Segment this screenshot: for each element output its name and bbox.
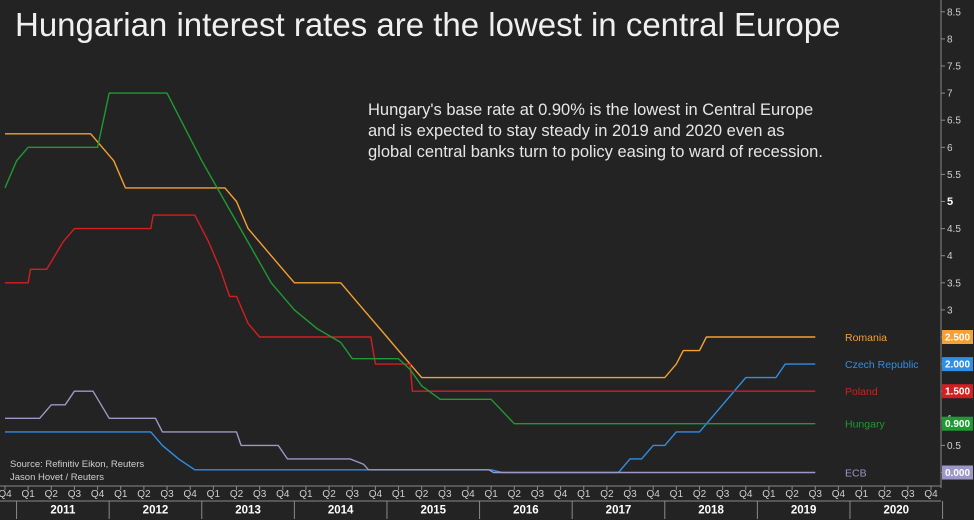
last-value-label: 2.000	[945, 360, 970, 371]
x-tick-label: Q2	[785, 489, 799, 500]
x-tick-label: Q4	[554, 489, 568, 500]
year-label: 2013	[235, 505, 261, 517]
x-tick-label: Q4	[647, 489, 661, 500]
x-tick-label: Q2	[322, 489, 336, 500]
y-tick-label: 8	[947, 34, 953, 45]
x-tick-label: Q1	[762, 489, 776, 500]
series-line-ecb	[5, 390, 816, 474]
y-tick-label: 5	[947, 196, 953, 208]
x-tick-label: Q1	[484, 489, 498, 500]
x-tick-label: Q1	[392, 489, 406, 500]
annotation-line: and is expected to stay steady in 2019 a…	[368, 122, 785, 140]
series-line-hungary	[4, 92, 816, 425]
author-line: Jason Hovet / Reuters	[10, 472, 104, 483]
x-tick-label: Q4	[184, 489, 198, 500]
y-tick-label: 4.5	[947, 224, 961, 235]
year-label: 2019	[791, 505, 817, 517]
source-line: Source: Refinitiv Eikon, Reuters	[10, 459, 145, 470]
x-tick-label: Q3	[68, 489, 82, 500]
year-label: 2012	[143, 505, 169, 517]
series-line-czech-republic	[5, 363, 816, 474]
x-tick-label: Q2	[878, 489, 892, 500]
chart-title: Hungarian interest rates are the lowest …	[15, 6, 841, 43]
series-label: Romania	[845, 332, 887, 344]
annotation-line: global central banks turn to policy easi…	[368, 143, 823, 161]
year-label: 2016	[513, 505, 539, 517]
year-label: 2014	[328, 505, 354, 517]
last-value-box	[942, 330, 973, 344]
x-tick-label: Q1	[21, 489, 35, 500]
x-tick-label: Q2	[137, 489, 151, 500]
x-tick-label: Q1	[855, 489, 869, 500]
year-label: 2020	[883, 505, 909, 517]
series-label: Poland	[845, 386, 878, 398]
year-label: 2018	[698, 505, 724, 517]
series-line-poland	[5, 214, 816, 392]
x-tick-label: Q3	[531, 489, 545, 500]
x-tick-label: Q2	[693, 489, 707, 500]
series-label: ECB	[845, 468, 867, 480]
y-tick-label: 7.5	[947, 62, 961, 73]
x-tick-label: Q2	[415, 489, 429, 500]
last-value-label: 0.900	[945, 419, 970, 430]
x-tick-label: Q2	[508, 489, 522, 500]
x-tick-label: Q4	[369, 489, 383, 500]
x-tick-label: Q3	[253, 489, 267, 500]
x-tick-label: Q1	[670, 489, 684, 500]
x-tick-label: Q1	[577, 489, 591, 500]
year-label: 2011	[50, 505, 76, 517]
x-tick-label: Q3	[438, 489, 452, 500]
y-tick-label: 3.5	[947, 278, 961, 289]
x-tick-label: Q4	[832, 489, 846, 500]
y-tick-label: 8.5	[947, 7, 961, 18]
x-tick-label: Q4	[91, 489, 105, 500]
x-tick-label: Q4	[924, 489, 938, 500]
series-line-romania	[5, 133, 816, 379]
last-value-box	[942, 416, 973, 431]
y-tick-label: 5.5	[947, 170, 961, 181]
year-label: 2017	[606, 505, 632, 517]
x-tick-label: Q3	[716, 489, 730, 500]
annotation-line: Hungary's base rate at 0.90% is the lowe…	[368, 101, 814, 119]
x-tick-label: Q2	[600, 489, 614, 500]
x-tick-label: Q1	[114, 489, 128, 500]
last-value-label: 1.500	[945, 387, 970, 398]
x-tick-label: Q1	[299, 489, 313, 500]
source-note: Source: Refinitiv Eikon, Reuters Jason H…	[10, 458, 144, 484]
x-tick-label: Q1	[207, 489, 221, 500]
x-tick-label: Q4	[0, 489, 12, 500]
x-tick-label: Q2	[45, 489, 59, 500]
last-value-label: 0.000	[945, 468, 970, 479]
last-value-box	[942, 357, 973, 372]
y-tick-label: 0.5	[947, 441, 961, 452]
x-tick-label: Q3	[346, 489, 360, 500]
x-tick-label: Q3	[160, 489, 174, 500]
x-tick-label: Q2	[230, 489, 244, 500]
x-tick-label: Q4	[276, 489, 290, 500]
last-value-box	[942, 465, 973, 480]
last-value-box	[942, 384, 973, 399]
series-label: Hungary	[845, 419, 885, 431]
x-tick-label: Q3	[623, 489, 637, 500]
last-value-label: 2.500	[945, 333, 970, 344]
x-tick-label: Q4	[461, 489, 475, 500]
y-tick-label: 6	[947, 143, 953, 154]
series-label: Czech Republic	[845, 359, 919, 371]
chart-annotation: Hungary's base rate at 0.90% is the lowe…	[368, 100, 848, 163]
x-tick-label: Q3	[901, 489, 915, 500]
y-tick-label: 4	[947, 251, 953, 262]
y-tick-label: 7	[947, 89, 953, 100]
year-label: 2015	[420, 505, 446, 517]
x-tick-label: Q3	[809, 489, 823, 500]
x-tick-label: Q4	[739, 489, 753, 500]
y-tick-label: 6.5	[947, 116, 961, 127]
y-tick-label: 3	[947, 305, 953, 316]
